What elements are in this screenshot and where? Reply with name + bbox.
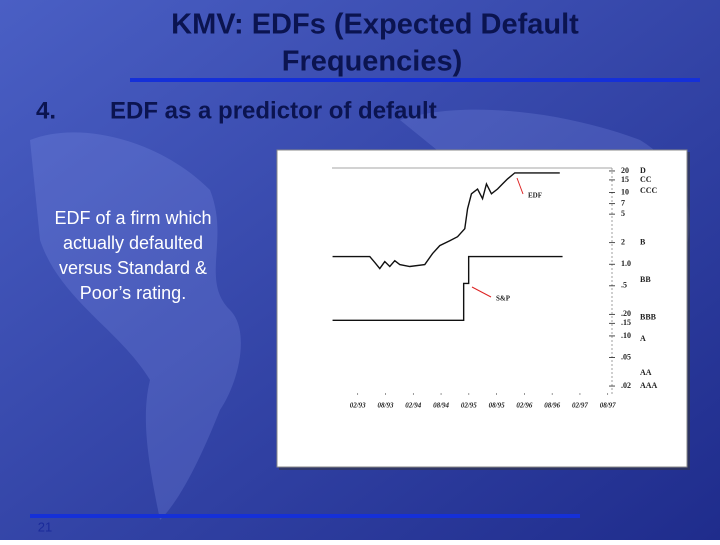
y-tick-label: 1.0 [621, 259, 631, 268]
x-tick-label: 02/97 [572, 402, 588, 410]
title-line: Frequencies) [282, 46, 463, 78]
y-tick-label: 15 [621, 175, 629, 184]
y-tick-label: .05 [621, 352, 631, 361]
series-line [332, 255, 563, 322]
x-tick-label: 08/97 [600, 402, 616, 410]
rating-label: A [640, 334, 646, 343]
annotation-arrow [516, 177, 524, 195]
rating-label: B [640, 237, 646, 246]
body-line: Poor’s rating. [80, 283, 186, 303]
series-label: EDF [528, 192, 542, 200]
body-line: actually defaulted [63, 233, 203, 253]
x-tick-label: 02/95 [461, 402, 477, 410]
rating-label: CC [640, 175, 652, 184]
y-tick-label: 7 [621, 198, 625, 207]
y-tick-label: .10 [621, 331, 631, 340]
y-tick-label: 20 [621, 166, 629, 175]
annotation-arrow [471, 286, 492, 298]
x-tick-label: 02/94 [405, 402, 421, 410]
rating-label: BBB [640, 312, 657, 321]
page-number: 21 [38, 519, 52, 534]
y-tick-label: .20 [621, 309, 631, 318]
rating-label: CCC [640, 186, 658, 195]
body-line: EDF of a firm which [54, 208, 211, 228]
x-tick-label: 02/93 [350, 402, 366, 410]
x-tick-label: 08/95 [489, 402, 505, 410]
item-number: 4. [36, 97, 56, 124]
title-rule [130, 78, 700, 82]
y-tick-label: .02 [621, 381, 631, 390]
chart-panel [276, 149, 688, 468]
y-tick-label: .15 [621, 318, 631, 327]
x-tick-label: 02/96 [516, 402, 532, 410]
x-tick-label: 08/96 [544, 402, 560, 410]
rating-label: BB [640, 275, 651, 284]
y-tick-label: .5 [621, 281, 627, 290]
x-tick-label: 08/93 [378, 402, 394, 410]
item-text: EDF as a predictor of default [110, 97, 437, 124]
footer-rule [30, 514, 580, 518]
title-line: KMV: EDFs (Expected Default [171, 9, 579, 41]
rating-label: D [640, 166, 646, 175]
y-tick-label: 5 [621, 209, 625, 218]
y-tick-label: 10 [621, 187, 629, 196]
x-tick-label: 08/94 [433, 402, 449, 410]
series-line [332, 172, 560, 270]
y-tick-label: 2 [621, 237, 625, 246]
body-line: versus Standard & [59, 258, 207, 278]
rating-label: AAA [640, 381, 658, 390]
chart: 2015107521.0.5.20.15.10.05.02DCCCCCBBBBB… [332, 166, 658, 410]
rating-label: AA [640, 368, 652, 377]
series-label: S&P [496, 295, 511, 303]
